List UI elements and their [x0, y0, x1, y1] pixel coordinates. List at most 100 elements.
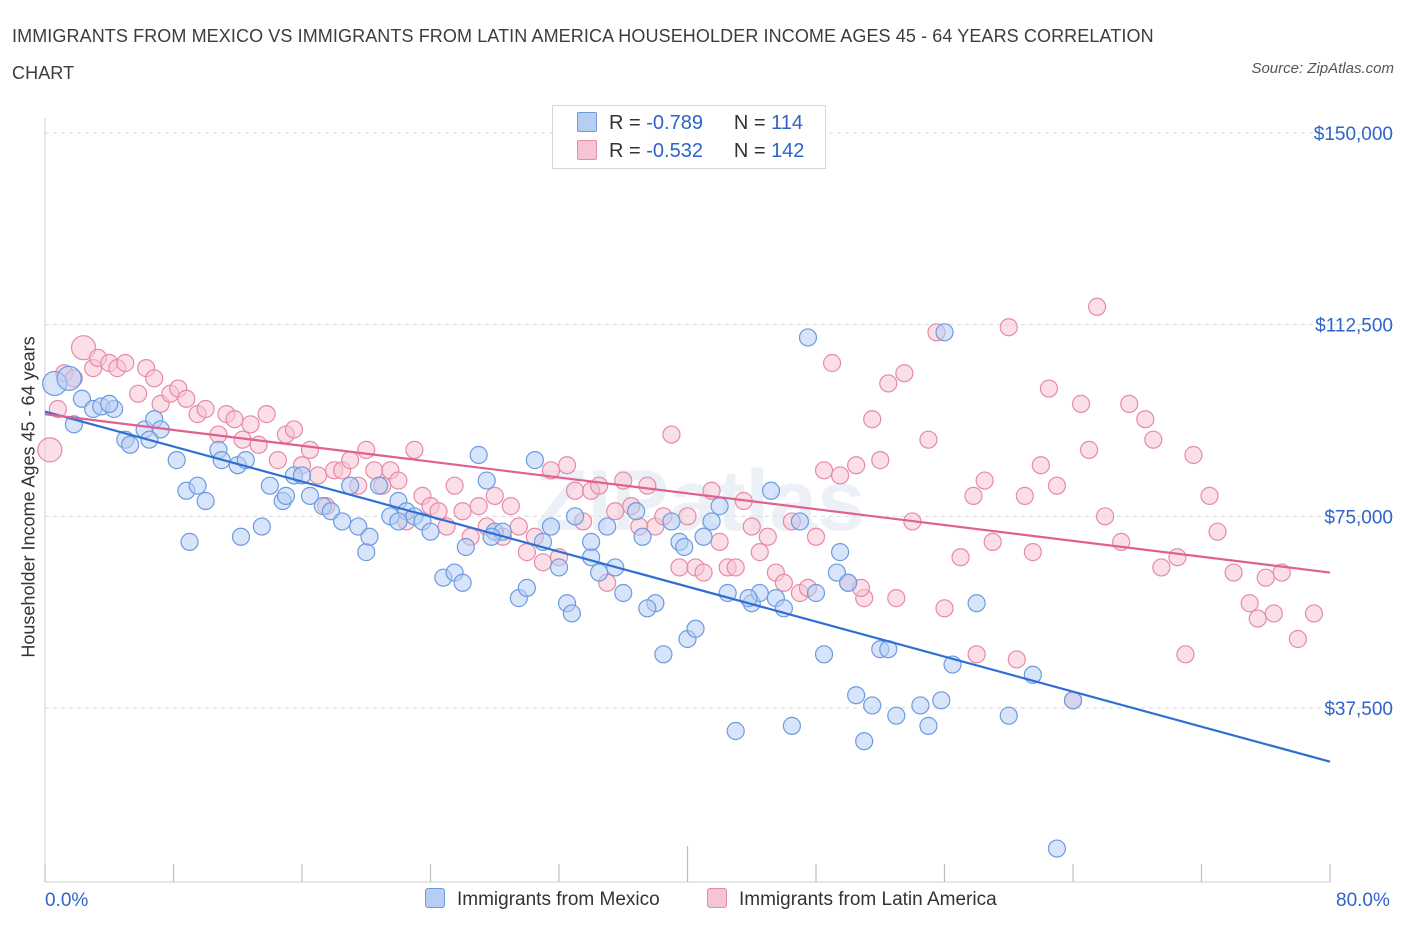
r-label: R = [609, 112, 641, 134]
latam-point [565, 481, 585, 500]
latam-point [1240, 594, 1259, 613]
latam-point [951, 548, 970, 567]
latam-point [1176, 645, 1195, 664]
latam-point [533, 553, 553, 572]
chart-title: IMMIGRANTS FROM MEXICO VS IMMIGRANTS FRO… [12, 26, 1154, 83]
latam-point [453, 502, 472, 521]
legend-label-mexico: Immigrants from Mexico [457, 889, 660, 910]
latam-point [1200, 486, 1219, 505]
mexico-point [56, 365, 82, 391]
mexico-legend-swatch [425, 888, 445, 908]
mexico-point [252, 517, 271, 536]
latam-point [1224, 563, 1243, 582]
latam-point [177, 389, 196, 408]
latam-point [1184, 445, 1203, 465]
n-value-mexico: 114 [771, 112, 803, 134]
mexico-point [389, 512, 408, 531]
latam-series [37, 297, 1324, 710]
latam-point [964, 486, 983, 505]
latam-point [742, 517, 761, 536]
mexico-point [999, 706, 1018, 725]
mexico-point [469, 445, 488, 465]
n-label: N = [733, 112, 766, 134]
y-axis-title: Householder Income Ages 45 - 64 years [18, 336, 39, 658]
latam-point [879, 374, 898, 393]
mexico-point [830, 543, 850, 562]
mexico-point [300, 486, 320, 505]
latam-point [1288, 629, 1307, 649]
mexico-point [276, 486, 296, 505]
latam-point [357, 440, 376, 459]
latam-point [257, 405, 276, 424]
legend-item-mexico[interactable]: Immigrants from Mexico [425, 888, 660, 911]
mexico-point [761, 481, 781, 500]
latam-point [469, 497, 488, 516]
mexico-point [453, 573, 472, 592]
latam-point [341, 451, 360, 470]
latam-point [919, 430, 938, 449]
mexico-point [477, 471, 496, 490]
latam-point [300, 440, 320, 459]
latam-point [1087, 297, 1107, 316]
r-label: R = [609, 140, 641, 162]
latam-point [365, 461, 384, 480]
mexico-point [121, 435, 140, 454]
mexico-swatch [577, 112, 597, 132]
latam-point [1120, 394, 1139, 413]
mexico-point [541, 517, 561, 536]
legend-item-latam[interactable]: Immigrants from Latin America [707, 888, 997, 911]
latam-point [694, 563, 713, 582]
latam-point [445, 476, 464, 495]
mexico-point [726, 721, 745, 741]
mexico-point [911, 696, 930, 715]
latam-point [726, 558, 745, 577]
mexico-point [549, 558, 569, 577]
latam-point [1168, 548, 1187, 567]
latam-point [887, 589, 906, 608]
mexico-point [827, 563, 846, 582]
latam-point [1023, 543, 1042, 562]
latam-point [1039, 379, 1059, 398]
mexico-point [333, 512, 352, 531]
mexico-point [614, 583, 633, 603]
latam-point [225, 410, 244, 429]
stats-legend: R = -0.789 N = 114 R = -0.532 N = 142 [552, 105, 826, 169]
axes [44, 118, 1331, 883]
mexico-point [662, 512, 681, 531]
mexico-point [855, 732, 874, 751]
latam-point [389, 471, 408, 490]
latam-point [678, 507, 697, 526]
y-tick-label: $75,000 [1324, 507, 1393, 528]
mexico-point [694, 527, 713, 546]
mexico-point [839, 573, 858, 592]
mexico-point [1047, 839, 1067, 858]
latam-point [590, 476, 609, 495]
x-tick-min: 0.0% [45, 890, 89, 911]
latam-point [509, 517, 528, 536]
latam-point [983, 532, 1002, 551]
latam-point [501, 497, 520, 516]
latam-point [935, 599, 954, 618]
latam-point [129, 384, 148, 403]
latam-point [863, 410, 882, 429]
mexico-series [42, 323, 1083, 858]
mexico-point [782, 716, 802, 735]
legend-row-mexico: R = -0.789 N = 114 [577, 112, 803, 138]
latam-point [37, 437, 63, 463]
mexico-point [919, 716, 938, 735]
legend-label-latam: Immigrants from Latin America [739, 889, 997, 910]
latam-point [1096, 507, 1115, 526]
mexico-point [100, 394, 119, 413]
latam-point [670, 558, 689, 577]
r-value-mexico: -0.789 [646, 112, 703, 134]
latam-point [847, 456, 866, 475]
mexico-point [565, 507, 585, 526]
mexico-point [935, 323, 954, 342]
mexico-point [654, 645, 673, 664]
latam-point [70, 335, 97, 361]
mexico-point [370, 476, 389, 495]
latam-point [241, 415, 260, 434]
latam-point [268, 451, 288, 470]
latam-point [895, 364, 914, 383]
latam-point [638, 476, 657, 495]
